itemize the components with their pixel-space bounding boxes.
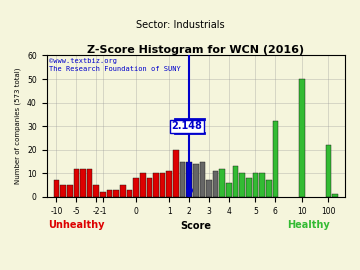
Bar: [67, 185, 73, 197]
X-axis label: Score: Score: [180, 221, 211, 231]
Bar: [87, 168, 93, 197]
Bar: [166, 171, 172, 197]
Bar: [54, 180, 59, 197]
Bar: [113, 190, 119, 197]
Bar: [239, 173, 245, 197]
Title: Z-Score Histogram for WCN (2016): Z-Score Histogram for WCN (2016): [87, 45, 304, 55]
Text: Unhealthy: Unhealthy: [48, 220, 105, 230]
Bar: [100, 192, 106, 197]
Bar: [160, 173, 165, 197]
Bar: [246, 178, 252, 197]
Bar: [147, 178, 152, 197]
Bar: [213, 171, 219, 197]
Bar: [140, 173, 145, 197]
Bar: [107, 190, 112, 197]
Bar: [253, 173, 258, 197]
Bar: [80, 168, 86, 197]
Y-axis label: Number of companies (573 total): Number of companies (573 total): [15, 68, 22, 184]
Bar: [73, 168, 79, 197]
Text: Healthy: Healthy: [287, 220, 330, 230]
Bar: [325, 145, 331, 197]
Bar: [180, 161, 185, 197]
Bar: [206, 180, 212, 197]
Text: Sector: Industrials: Sector: Industrials: [136, 20, 224, 30]
Bar: [226, 183, 232, 197]
Text: 2.148: 2.148: [172, 121, 203, 131]
Bar: [186, 161, 192, 197]
Bar: [273, 122, 278, 197]
Bar: [173, 150, 179, 197]
Bar: [299, 79, 305, 197]
Bar: [220, 168, 225, 197]
Bar: [233, 166, 238, 197]
Bar: [153, 173, 159, 197]
Bar: [94, 185, 99, 197]
Bar: [120, 185, 126, 197]
Bar: [259, 173, 265, 197]
Text: The Research Foundation of SUNY: The Research Foundation of SUNY: [49, 66, 180, 72]
Text: ©www.textbiz.org: ©www.textbiz.org: [49, 58, 117, 64]
Bar: [127, 190, 132, 197]
Bar: [60, 185, 66, 197]
Bar: [332, 194, 338, 197]
Bar: [193, 164, 199, 197]
Bar: [199, 161, 205, 197]
Bar: [133, 178, 139, 197]
Bar: [266, 180, 271, 197]
